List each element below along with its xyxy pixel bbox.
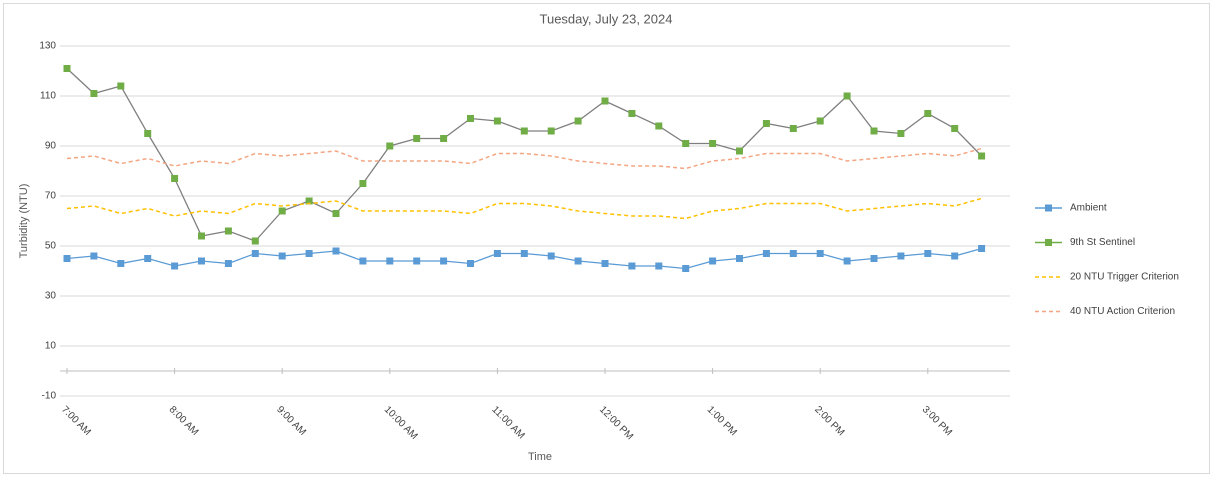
series-marker: [332, 210, 340, 217]
series-marker: [762, 120, 770, 127]
series-marker: [386, 142, 394, 150]
series-marker: [251, 237, 259, 245]
series-marker: [601, 97, 609, 105]
series-marker: [843, 92, 851, 100]
series-marker: [278, 252, 286, 260]
series-marker: [601, 260, 609, 267]
series-marker: [789, 125, 797, 132]
legend-label: Ambient: [1070, 203, 1107, 214]
chart-border: [3, 3, 1210, 474]
y-tick-label: 30: [45, 291, 57, 302]
series-marker: [520, 250, 528, 257]
y-tick-label: 10: [45, 341, 57, 352]
series-marker: [897, 252, 905, 260]
series-marker: [951, 125, 959, 132]
series-marker: [682, 140, 690, 147]
series-marker: [736, 147, 743, 155]
series-marker: [816, 250, 824, 257]
series-marker: [63, 65, 71, 72]
series-marker: [547, 252, 555, 260]
series-marker: [897, 130, 905, 137]
series-marker: [440, 135, 448, 142]
series-marker: [198, 257, 205, 265]
series-marker: [305, 197, 313, 205]
y-tick-label: -10: [42, 391, 57, 402]
series-marker: [789, 250, 797, 257]
series-marker: [386, 257, 394, 265]
series-marker: [413, 135, 421, 142]
series-marker: [440, 257, 448, 265]
legend-label: 20 NTU Trigger Criterion: [1070, 272, 1179, 283]
series-marker: [682, 265, 690, 272]
y-tick-label: 130: [39, 41, 56, 52]
series-marker: [305, 250, 313, 257]
series-marker: [574, 257, 582, 265]
series-marker: [762, 250, 770, 257]
series-marker: [224, 260, 232, 267]
series-marker: [574, 117, 582, 125]
series-marker: [144, 255, 152, 262]
series-marker: [736, 255, 743, 262]
series-marker: [90, 90, 98, 97]
series-marker: [628, 110, 636, 117]
series-line: [66, 197, 982, 220]
series-marker: [198, 232, 205, 240]
legend-label: 40 NTU Action Criterion: [1070, 306, 1175, 317]
series-marker: [655, 262, 663, 270]
series-marker: [467, 260, 474, 267]
series-marker: [843, 257, 851, 265]
legend-marker: [1045, 204, 1052, 212]
x-axis-title: Time: [528, 451, 552, 463]
y-tick-label: 70: [45, 191, 57, 202]
series-marker: [224, 227, 232, 235]
series-marker: [870, 127, 878, 135]
series-marker: [90, 252, 98, 260]
series-marker: [413, 257, 421, 265]
series-marker: [359, 257, 367, 265]
series-marker: [63, 255, 71, 262]
series-marker: [978, 152, 986, 160]
series-marker: [332, 247, 340, 255]
series-marker: [171, 175, 179, 182]
series-marker: [924, 110, 932, 117]
y-tick-label: 110: [40, 91, 56, 102]
series-marker: [709, 257, 717, 265]
series-marker: [520, 127, 528, 135]
series-marker: [117, 82, 125, 90]
series-marker: [816, 117, 824, 125]
series-marker: [709, 140, 717, 147]
series-marker: [144, 130, 152, 137]
series-marker: [978, 245, 986, 252]
series-marker: [278, 207, 286, 215]
y-tick-label: 90: [45, 141, 57, 152]
series-marker: [655, 122, 663, 130]
legend-label: 9th St Sentinel: [1070, 237, 1135, 248]
series-marker: [117, 260, 125, 267]
series-marker: [493, 117, 501, 125]
chart-title: Tuesday, July 23, 2024: [540, 11, 673, 26]
y-axis-title: Turbidity (NTU): [18, 184, 30, 259]
series-marker: [628, 262, 636, 270]
series-marker: [924, 250, 932, 257]
y-tick-label: 50: [45, 241, 57, 252]
series-marker: [467, 115, 474, 122]
series-marker: [951, 252, 959, 260]
legend-marker: [1045, 239, 1052, 246]
series-marker: [359, 180, 367, 187]
series-marker: [547, 127, 555, 135]
series-marker: [870, 255, 878, 262]
series-marker: [171, 262, 179, 270]
series-marker: [493, 250, 501, 257]
series-marker: [251, 250, 259, 257]
series-line: [66, 147, 982, 170]
